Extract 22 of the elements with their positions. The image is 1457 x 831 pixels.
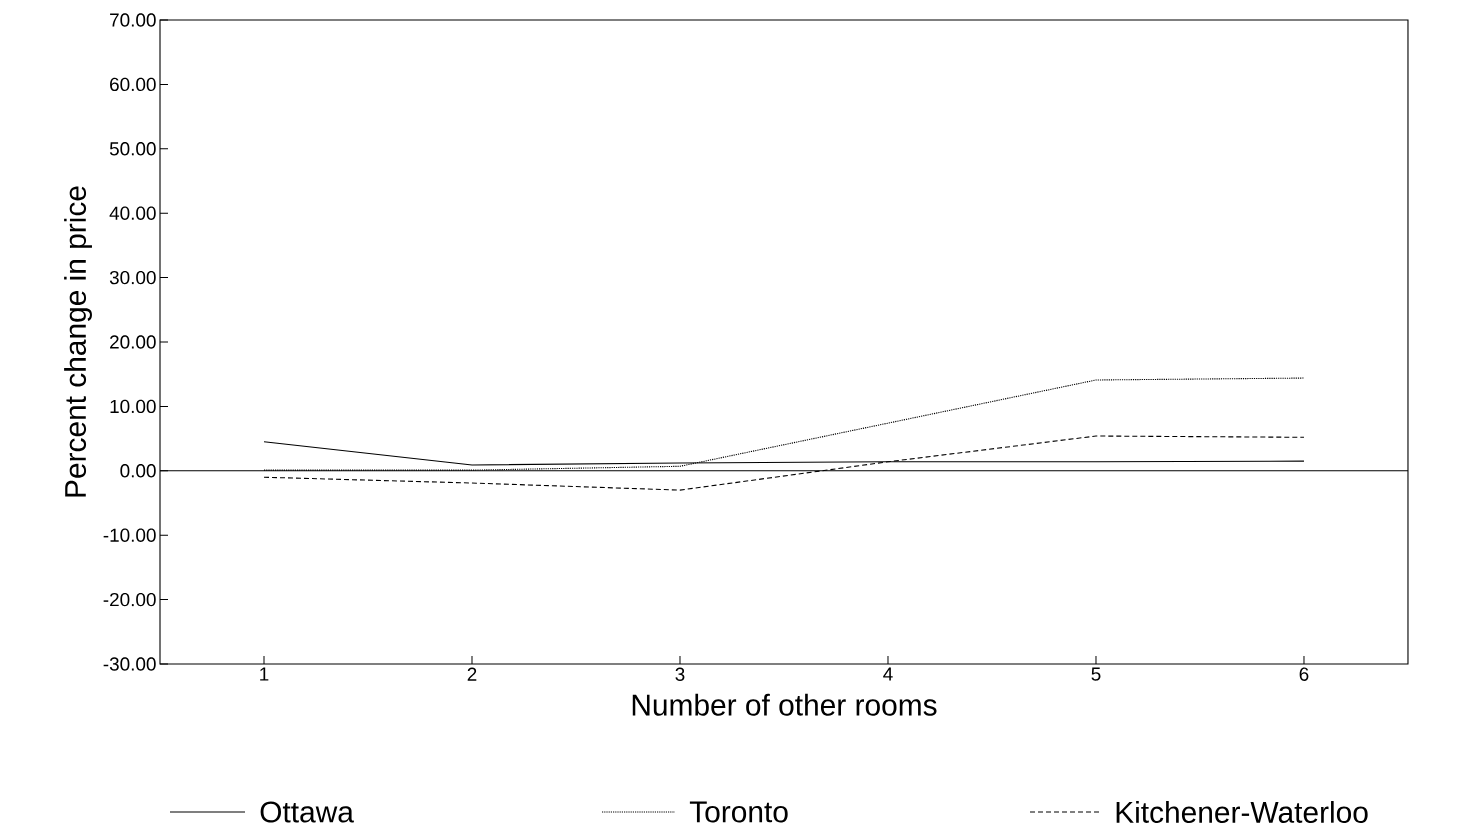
y-tick-label: 10.00 bbox=[110, 399, 156, 414]
x-tick-label: 4 bbox=[883, 667, 893, 681]
y-tick-label: 50.00 bbox=[109, 142, 156, 156]
y-tick-label: 40.00 bbox=[109, 206, 156, 220]
legend-label: Toronto bbox=[689, 801, 788, 823]
y-tick-label: -10.00 bbox=[103, 528, 156, 542]
x-axis-title: Number of other rooms bbox=[632, 693, 937, 716]
x-tick-label: 6 bbox=[1299, 667, 1309, 681]
y-tick-label: -20.00 bbox=[103, 592, 156, 607]
y-tick-label: 30.00 bbox=[109, 270, 156, 285]
x-tick-label: 5 bbox=[1091, 667, 1101, 681]
legend-label: Ottawa bbox=[260, 801, 354, 823]
x-tick-label: 2 bbox=[467, 667, 477, 681]
x-tick-label: 1 bbox=[260, 667, 269, 681]
legend-label: Kitchener-Waterloo bbox=[1116, 801, 1368, 823]
x-tick-label: 3 bbox=[675, 667, 685, 681]
y-tick-label: 70.00 bbox=[110, 13, 156, 27]
y-tick-label: 0.00 bbox=[120, 464, 156, 478]
y-tick-label: -30.00 bbox=[103, 657, 156, 671]
y-tick-label: 60.00 bbox=[110, 77, 156, 92]
y-tick-label: 20.00 bbox=[110, 335, 156, 349]
y-axis-title: Percent change in price bbox=[64, 186, 92, 497]
